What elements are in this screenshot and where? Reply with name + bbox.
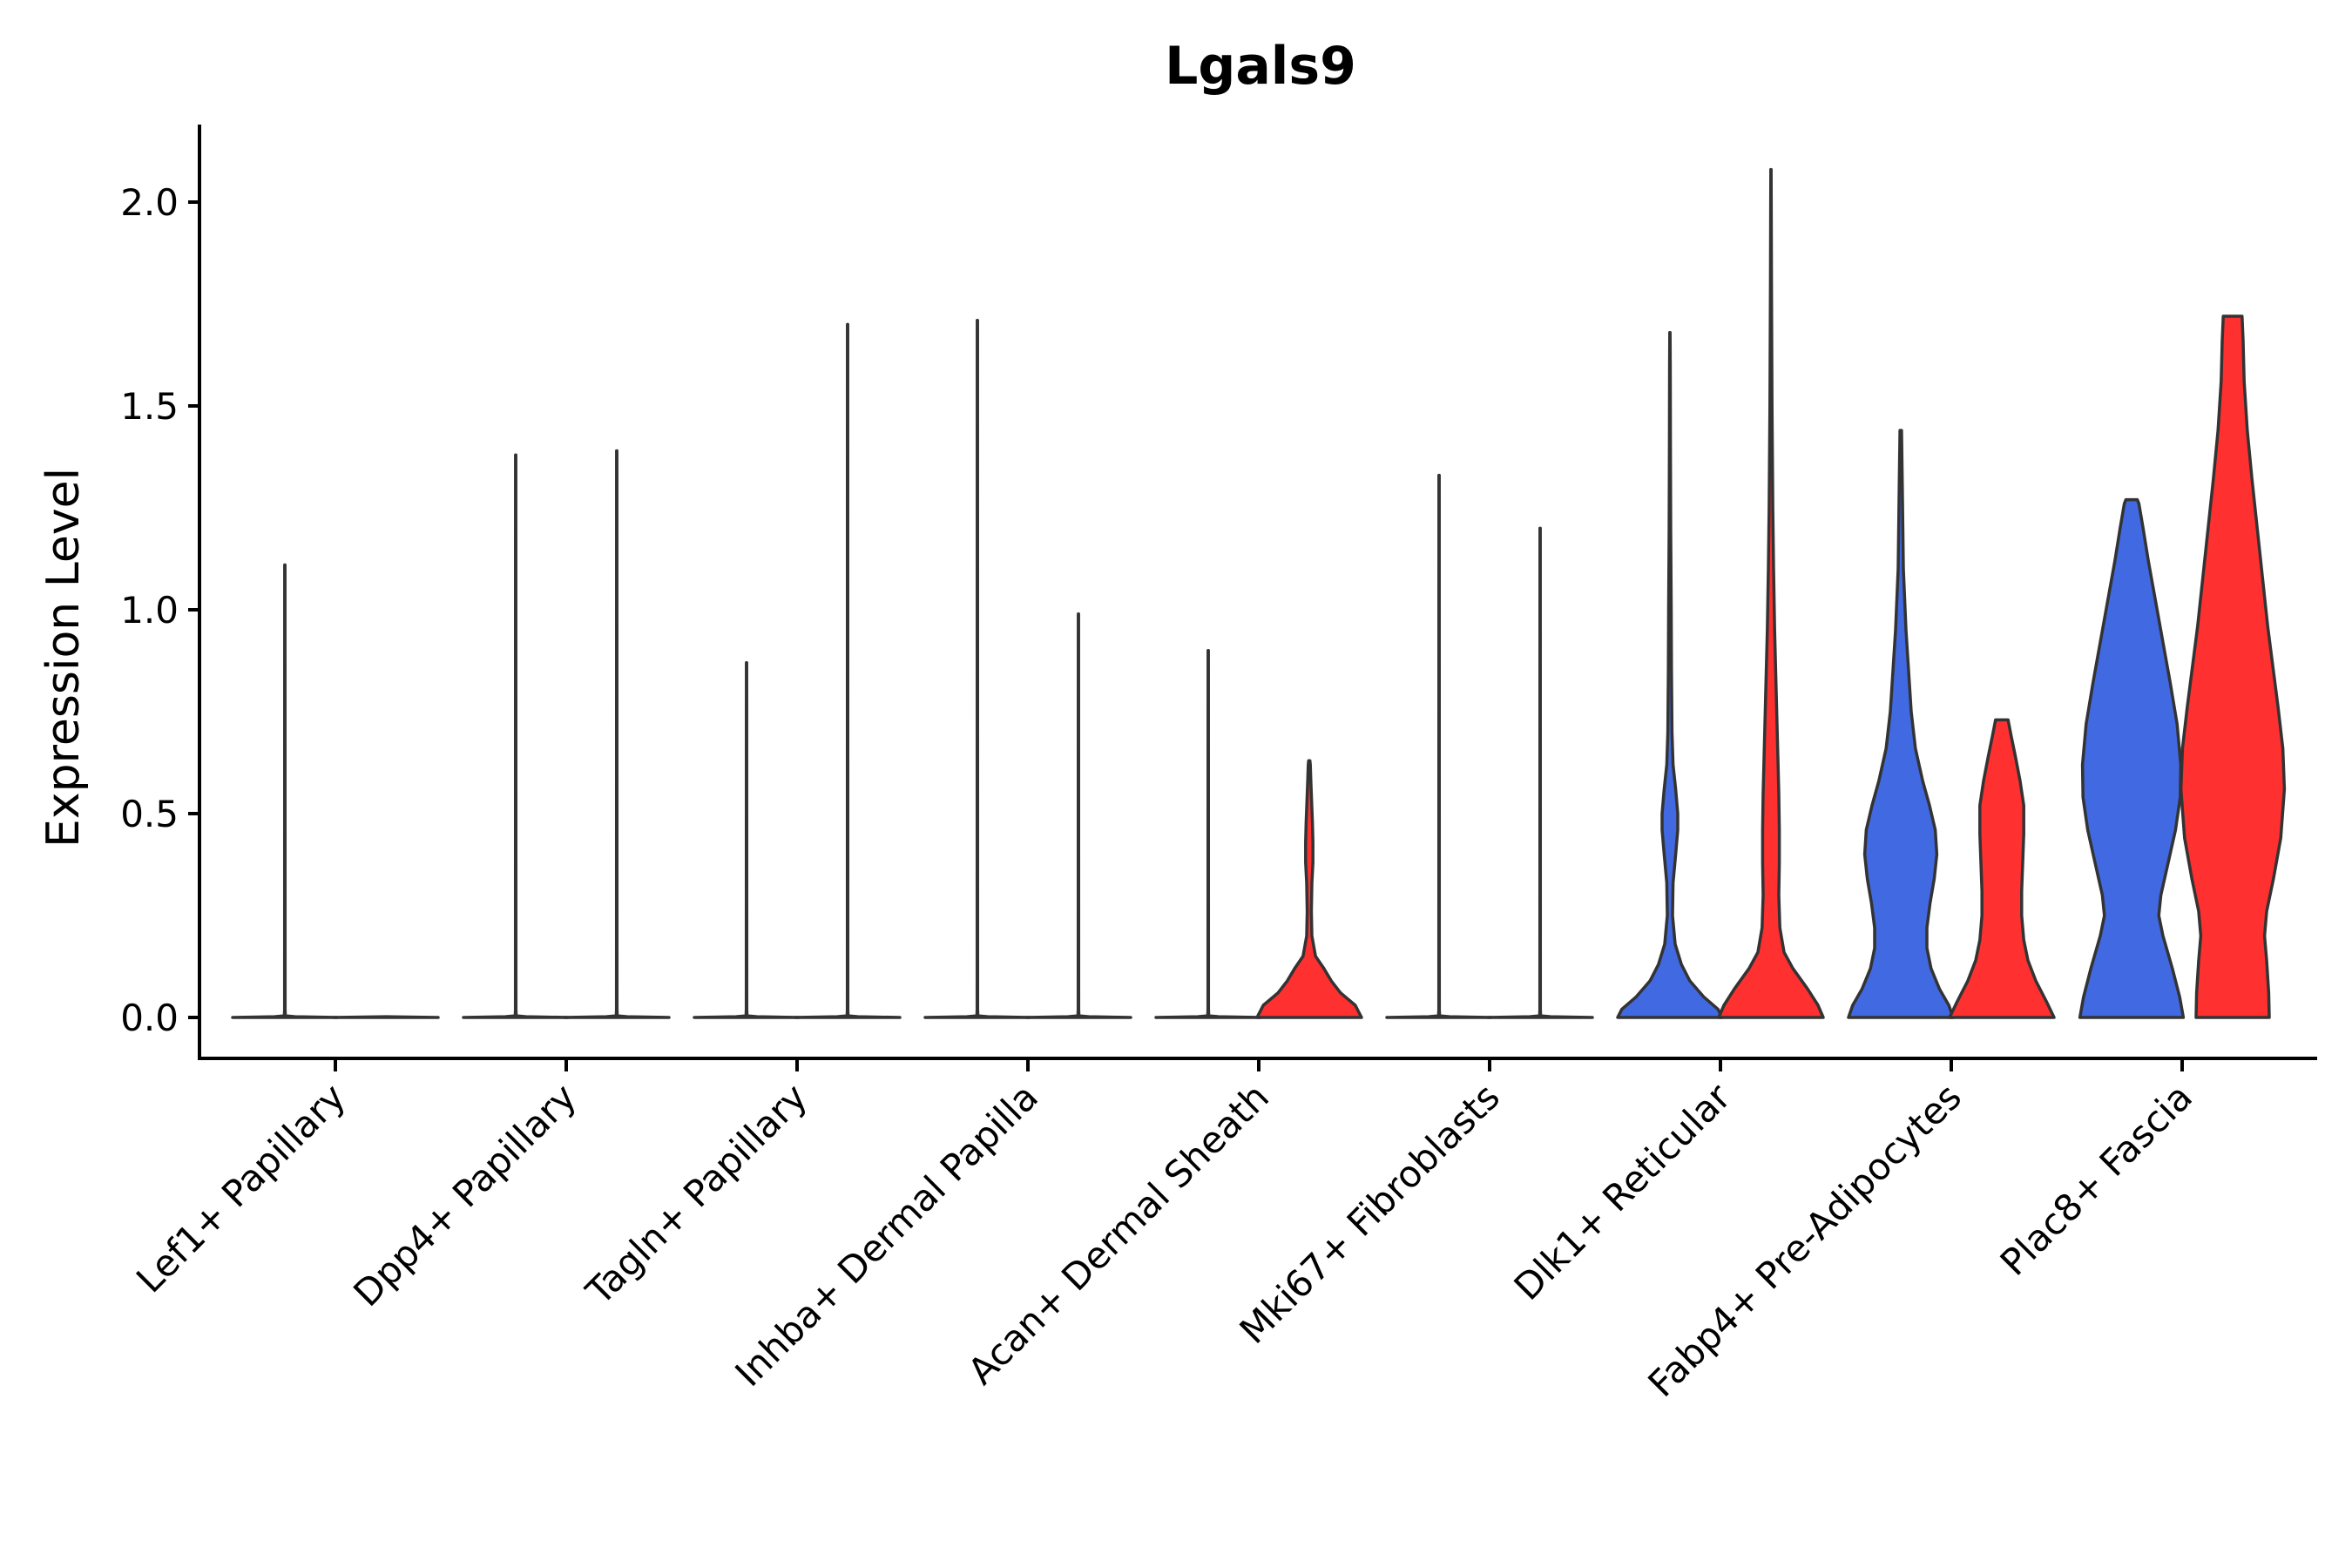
- violin-group1-7: [1847, 429, 1955, 1019]
- y-axis-ticks: 0.0 0.5 1.0 1.5 2.0: [120, 181, 199, 1039]
- violin-group2-2: [794, 322, 902, 1019]
- violin-group1-4: [1154, 649, 1262, 1019]
- x-tick-label: Lef1+ Papillary: [128, 1075, 354, 1301]
- violin-group2-5: [1486, 526, 1594, 1019]
- y-tick-label: 0.0: [120, 997, 179, 1039]
- x-tick-label: Tagln+ Papillary: [578, 1075, 815, 1313]
- violin-group2-7: [1948, 718, 2056, 1019]
- violin-group2-6: [1717, 167, 1825, 1019]
- x-tick-label: Mki67+ Fibroblasts: [1232, 1075, 1508, 1351]
- violin-group1-3: [923, 318, 1031, 1019]
- violin-group2-8: [2179, 314, 2287, 1019]
- chart-title: Lgals9: [1165, 36, 1356, 97]
- violin-group1-5: [1385, 473, 1493, 1019]
- x-tick-label: Dlk1+ Reticular: [1506, 1075, 1740, 1308]
- y-tick-label: 2.0: [120, 181, 179, 224]
- y-tick-label: 1.5: [120, 385, 179, 428]
- y-tick-label: 1.0: [120, 589, 179, 632]
- violin-layer: [231, 167, 2287, 1019]
- violin-group1-8: [2078, 497, 2186, 1019]
- violin-group2-3: [1024, 612, 1132, 1019]
- violin-group1-1: [462, 453, 570, 1019]
- x-tick-label: Dpp4+ Papillary: [345, 1075, 585, 1315]
- y-tick-label: 0.5: [120, 793, 179, 835]
- violin-group2-4: [1255, 759, 1363, 1019]
- y-axis-label: Expression Level: [37, 468, 90, 848]
- violin-group1-0: [231, 563, 339, 1019]
- violin-group1-2: [693, 661, 801, 1019]
- violin-group1-6: [1616, 331, 1724, 1019]
- x-tick-label: Plac8+ Fascia: [1992, 1075, 2200, 1283]
- violin-group2-1: [563, 449, 671, 1019]
